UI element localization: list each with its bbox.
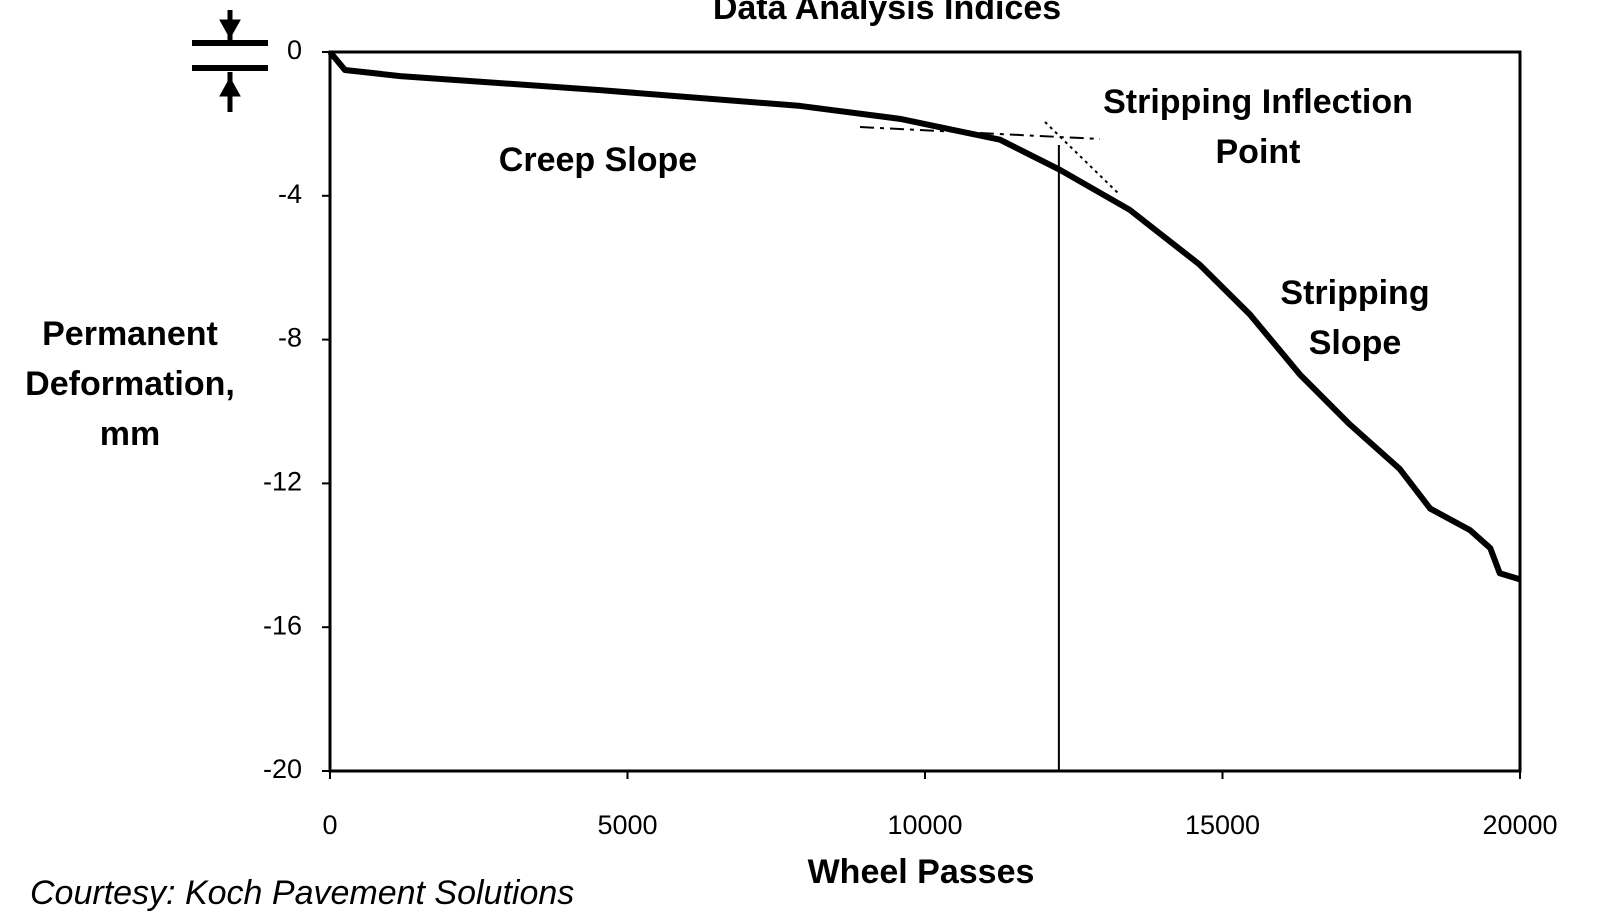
depth-icon — [192, 10, 268, 112]
annotation: Stripping Inflection — [1103, 83, 1413, 121]
y-tick-label: -4 — [278, 179, 302, 209]
y-tick-label: -12 — [263, 467, 302, 497]
annotation: Stripping — [1280, 274, 1429, 312]
x-tick-label: 0 — [322, 810, 337, 840]
y-axis-label: Deformation, — [25, 365, 235, 403]
y-axis-label: Permanent — [42, 315, 218, 353]
chart-title: Data Analysis Indices — [713, 0, 1061, 27]
y-axis-label: mm — [100, 415, 160, 453]
x-tick-label: 5000 — [597, 810, 657, 840]
x-tick-label: 20000 — [1482, 810, 1557, 840]
x-axis-label: Wheel Passes — [808, 853, 1035, 891]
y-tick-label: -20 — [263, 754, 302, 784]
annotation: Point — [1216, 133, 1301, 171]
data-line — [327, 50, 1521, 583]
x-tick-label: 10000 — [887, 810, 962, 840]
y-tick-label: -16 — [263, 610, 302, 640]
annotation: Slope — [1309, 324, 1402, 362]
credit: Courtesy: Koch Pavement Solutions — [30, 874, 574, 912]
y-tick-label: 0 — [287, 35, 302, 65]
x-tick-label: 15000 — [1185, 810, 1260, 840]
annotation: Creep Slope — [499, 141, 697, 179]
y-tick-label: -8 — [278, 323, 302, 353]
